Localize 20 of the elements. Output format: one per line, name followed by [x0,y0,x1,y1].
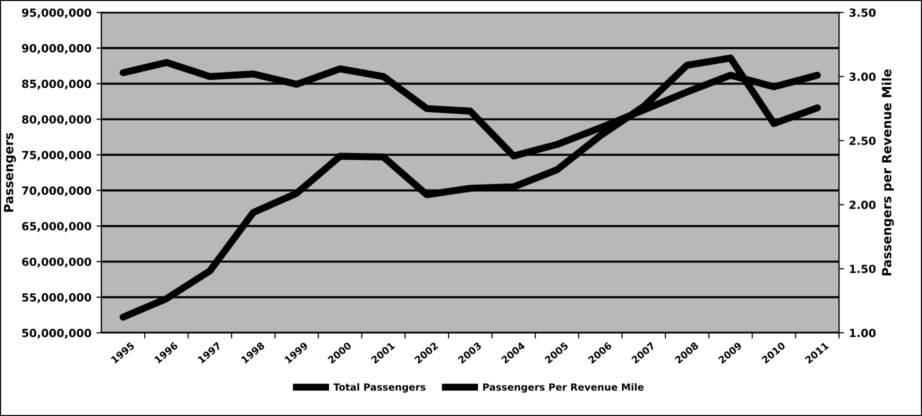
y2-tick-label: 2.00 [850,200,876,210]
y-tick-label: 70,000,000 [22,186,92,196]
y-tick-label: 90,000,000 [22,44,92,54]
y-tick-label: 65,000,000 [22,222,92,232]
y-tick-label: 95,000,000 [22,8,92,18]
y2-tick-label: 3.00 [849,72,876,81]
y2-axis-title: Passengers per Revenue Mile [882,69,894,276]
y2-tick-label: 1.00 [850,328,876,338]
y2-tick-label: 2.50 [850,136,876,145]
y-tick-label: 55,000,000 [22,293,92,304]
y2-tick-label: 3.50 [849,8,876,17]
y-tick-label: 60,000,000 [22,258,92,268]
legend-label: Total Passengers [333,383,426,393]
y2-tick-label: 1.50 [850,264,876,274]
y-axis-title: Passengers [4,132,16,212]
y-tick-label: 85,000,000 [22,80,92,90]
y-tick-label: 75,000,000 [22,150,92,161]
legend-label: Passengers Per Revenue Mile [483,383,644,393]
y-tick-label: 80,000,000 [22,115,92,126]
y-tick-label: 50,000,000 [22,328,92,339]
